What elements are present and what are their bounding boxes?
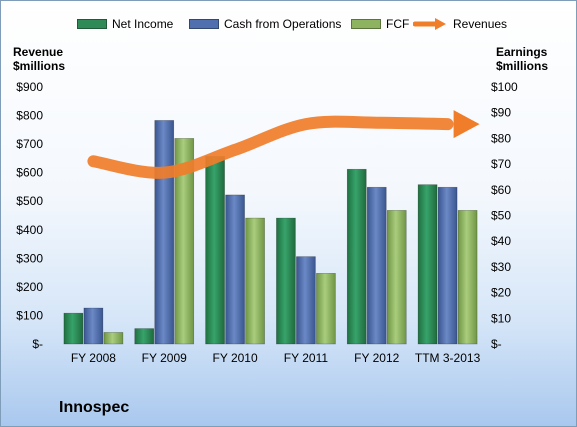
legend-item-net-income: Net Income xyxy=(77,15,173,33)
revenue-arrowhead xyxy=(453,110,480,139)
bar-cash-from-operations xyxy=(225,194,245,345)
bar-cash-from-operations xyxy=(366,186,387,345)
legend-arrow-icon xyxy=(413,18,446,30)
bar-net-income xyxy=(417,184,438,345)
right-tick-label: $80 xyxy=(491,131,511,145)
legend-label-net-income: Net Income xyxy=(112,17,174,31)
bar-fcf xyxy=(245,217,265,345)
category-label: FY 2008 xyxy=(71,351,116,365)
bar-cash-from-operations xyxy=(83,307,104,345)
bar-fcf xyxy=(457,210,478,345)
legend-item-fcf: FCF xyxy=(351,15,409,33)
bar-net-income xyxy=(63,312,84,345)
bar-fcf xyxy=(316,273,336,345)
bar-net-income xyxy=(205,156,225,345)
left-tick-label: $700 xyxy=(16,137,43,151)
bar-cash-from-operations xyxy=(154,120,175,345)
right-tick-label: $40 xyxy=(491,234,511,248)
left-axis-title: Revenue $millions xyxy=(13,45,65,73)
bar-net-income xyxy=(276,217,296,345)
legend-label-cash-from-operations: Cash from Operations xyxy=(224,17,342,31)
company-name: Innospec xyxy=(59,399,130,416)
bars xyxy=(63,120,478,345)
bar-fcf xyxy=(103,332,124,345)
right-tick-label: $10 xyxy=(491,311,511,325)
left-tick-label: $600 xyxy=(16,166,43,180)
right-axis-ticks: $- $10 $20 $30 $40 $50 $60 $70 $80 $90 $100 xyxy=(491,80,518,351)
bar-fcf xyxy=(386,210,407,345)
left-tick-label: $800 xyxy=(16,109,43,123)
legend-item-revenues: Revenues xyxy=(413,15,507,33)
bar-fcf xyxy=(174,138,195,345)
left-tick-label: $100 xyxy=(16,308,43,322)
revenue-line xyxy=(87,110,480,179)
legend-swatch-fcf xyxy=(351,19,381,29)
category-label: FY 2011 xyxy=(284,351,329,365)
legend-item-cash-from-operations: Cash from Operations xyxy=(189,15,341,33)
right-tick-label: $20 xyxy=(491,286,511,300)
left-tick-label: $400 xyxy=(16,223,43,237)
legend: Net Income Cash from Operations FCF Reve… xyxy=(1,15,576,35)
right-tick-label: $30 xyxy=(491,260,511,274)
bar-net-income xyxy=(134,328,155,345)
revenue-line-path xyxy=(87,115,454,179)
category-label: FY 2009 xyxy=(142,351,187,365)
category-label: TTM 3-2013 xyxy=(415,351,481,365)
legend-label-fcf: FCF xyxy=(386,17,410,31)
left-axis-title-line2: $millions xyxy=(13,59,66,73)
left-tick-label: $300 xyxy=(16,251,43,265)
left-axis-ticks: $- $100 $200 $300 $400 $500 $600 $700 $800 $900 xyxy=(16,80,43,351)
bar-cash-from-operations xyxy=(437,186,458,345)
right-tick-label: $- xyxy=(491,337,502,351)
category-label: FY 2012 xyxy=(354,351,399,365)
bar-net-income xyxy=(346,168,367,345)
right-axis-title-line2: $millions xyxy=(496,59,549,73)
left-tick-label: $200 xyxy=(16,280,43,294)
right-tick-label: $60 xyxy=(491,183,511,197)
left-tick-label: $500 xyxy=(16,194,43,208)
legend-swatch-net-income xyxy=(77,19,107,29)
right-tick-label: $70 xyxy=(491,157,511,171)
bar-cash-from-operations xyxy=(296,256,316,345)
legend-label-revenues: Revenues xyxy=(453,17,508,31)
right-axis-title: Earnings $millions xyxy=(496,45,548,73)
right-tick-label: $100 xyxy=(491,80,518,94)
left-axis-title-line1: Revenue xyxy=(13,45,64,59)
left-tick-label: $- xyxy=(32,337,43,351)
legend-swatch-cash-from-operations xyxy=(189,19,219,29)
right-tick-label: $50 xyxy=(491,209,511,223)
right-tick-label: $90 xyxy=(491,106,511,120)
left-tick-label: $900 xyxy=(16,80,43,94)
category-label: FY 2010 xyxy=(213,351,258,365)
category-labels: FY 2008 FY 2009 FY 2010 FY 2011 FY 2012 TTM 3… xyxy=(71,351,481,365)
right-axis-title-line1: Earnings xyxy=(496,45,548,59)
